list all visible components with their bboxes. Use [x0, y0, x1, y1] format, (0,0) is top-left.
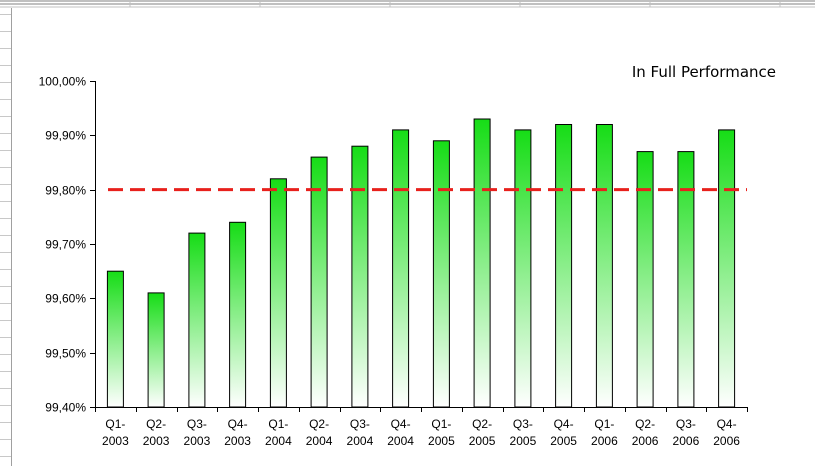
x-tick-label: 2004: [347, 434, 374, 448]
y-tick-label: 99,90%: [45, 129, 86, 143]
x-tick-label: Q3-: [513, 417, 533, 431]
bar: [269, 178, 287, 408]
x-axis: Q1- 2003 Q2- 2003 Q3- 2003 Q4- 2003 Q1- 2004 Q2- 20…: [95, 407, 748, 448]
bar: [473, 118, 491, 408]
x-tick-label: 2005: [469, 434, 496, 448]
x-tick-label: Q2-: [309, 417, 329, 431]
window-top-border: [0, 0, 815, 8]
bar: [351, 145, 369, 408]
x-tick-label: 2004: [265, 434, 292, 448]
y-tick-label: 99,70%: [45, 238, 86, 252]
x-tick-label: Q2-: [635, 417, 655, 431]
bar: [229, 221, 247, 408]
x-tick-label: 2005: [428, 434, 455, 448]
x-tick-label: Q4-: [554, 417, 574, 431]
bars: [106, 118, 736, 408]
bar: [106, 270, 124, 408]
bar: [432, 140, 450, 408]
x-tick-label: 2006: [713, 434, 740, 448]
x-tick-label: Q4-: [228, 417, 248, 431]
x-tick-label: Q2-: [146, 417, 166, 431]
x-tick-label: 2006: [632, 434, 659, 448]
y-tick-label: 99,40%: [45, 401, 86, 415]
x-tick-label: Q2-: [472, 417, 492, 431]
bar: [392, 129, 410, 408]
x-tick-label: 2003: [224, 434, 251, 448]
x-tick-label: 2003: [184, 434, 211, 448]
y-tick-label: 99,60%: [45, 292, 86, 306]
x-tick-label: 2004: [306, 434, 333, 448]
y-tick-label: 99,50%: [45, 347, 86, 361]
x-tick-label: Q3-: [187, 417, 207, 431]
x-tick-label: 2003: [143, 434, 170, 448]
spreadsheet-row-gridlines: [0, 8, 12, 466]
bar: [514, 129, 532, 408]
x-tick-label: 2004: [387, 434, 414, 448]
x-tick-label: 2006: [591, 434, 618, 448]
x-tick-label: Q4-: [717, 417, 737, 431]
y-tick-label: 100,00%: [39, 75, 87, 89]
y-tick-label: 99,80%: [45, 184, 86, 198]
x-tick-label: Q3-: [676, 417, 696, 431]
y-axis: 99,40% 99,50% 99,60% 99,70% 99,80% 99,90% 100,…: [39, 75, 96, 415]
x-tick-label: 2003: [102, 434, 129, 448]
bar: [188, 232, 206, 408]
bar: [555, 124, 573, 408]
bar: [595, 124, 613, 408]
x-tick-label: Q1-: [594, 417, 614, 431]
x-tick-label: Q4-: [391, 417, 411, 431]
bar: [147, 292, 165, 408]
bar: [310, 156, 328, 408]
x-tick-label: 2006: [673, 434, 700, 448]
x-tick-label: 2005: [550, 434, 577, 448]
x-tick-label: Q1-: [105, 417, 125, 431]
x-tick-label: 2005: [510, 434, 537, 448]
x-tick-label: Q1-: [431, 417, 451, 431]
x-tick-label: Q1-: [268, 417, 288, 431]
x-tick-label: Q3-: [350, 417, 370, 431]
chart-title: In Full Performance: [632, 63, 776, 81]
bar: [718, 129, 736, 408]
